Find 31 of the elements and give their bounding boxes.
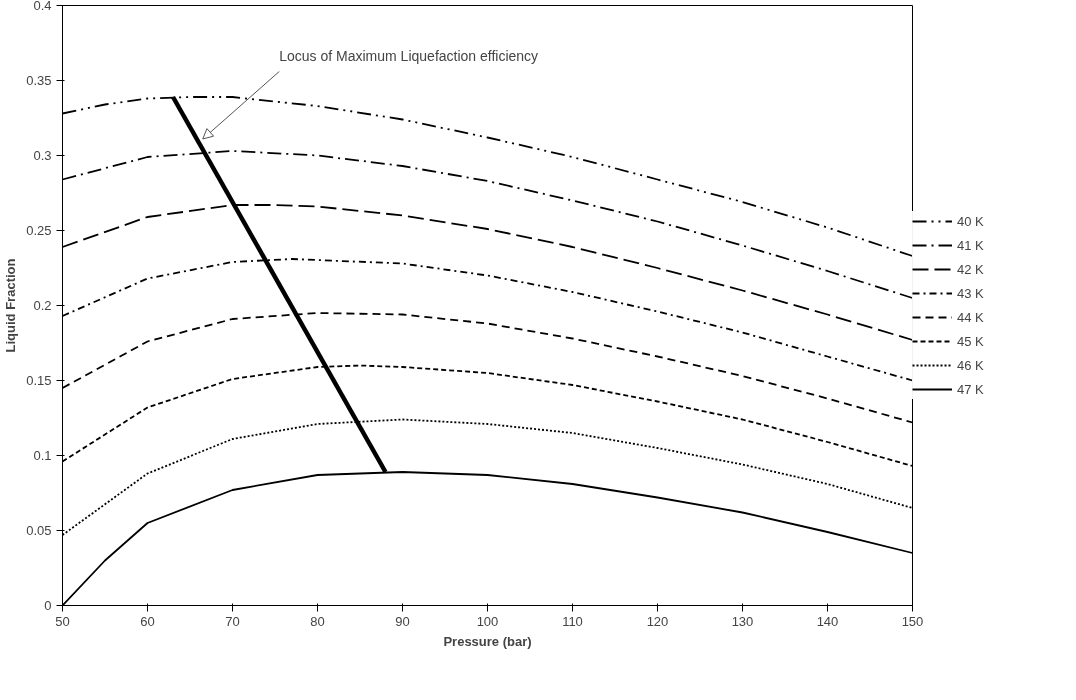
y-tick-label: 0.15 [26, 373, 52, 388]
legend-label: 42 K [957, 261, 984, 277]
legend-label: 45 K [957, 333, 984, 349]
legend-label: 41 K [957, 237, 984, 253]
x-tick-label: 140 [816, 613, 839, 629]
x-tick-label: 130 [731, 613, 754, 629]
y-tick-label: 0.35 [26, 73, 52, 88]
x-tick-label: 150 [901, 613, 924, 629]
x-axis-title: Pressure (bar) [443, 633, 532, 649]
legend-label: 44 K [957, 309, 984, 325]
y-tick-label: 0.25 [26, 223, 52, 238]
x-tick-label: 120 [646, 613, 669, 629]
y-tick-label: 0.1 [33, 448, 52, 463]
y-tick-label: 0.4 [33, 0, 52, 13]
x-tick-label: 60 [140, 613, 155, 629]
y-tick-label: 0.05 [26, 523, 52, 538]
annotation: Locus of Maximum Liquefaction efficiency [279, 48, 539, 64]
legend-label: 40 K [957, 213, 984, 229]
x-tick-label: 90 [395, 613, 410, 629]
x-tick-label: 50 [55, 613, 70, 629]
y-tick-label: 0 [44, 598, 52, 613]
x-tick-label: 80 [310, 613, 325, 629]
x-tick-label: 70 [225, 613, 240, 629]
y-tick-label: 0.3 [33, 148, 52, 163]
x-tick-label: 100 [476, 613, 499, 629]
legend-label: 47 K [957, 381, 984, 397]
legend-label: 43 K [957, 285, 984, 301]
y-tick-label: 0.2 [33, 298, 52, 313]
legend-label: 46 K [957, 357, 984, 373]
x-tick-label: 110 [562, 613, 583, 629]
y-axis-title: Liquid Fraction [3, 258, 19, 353]
